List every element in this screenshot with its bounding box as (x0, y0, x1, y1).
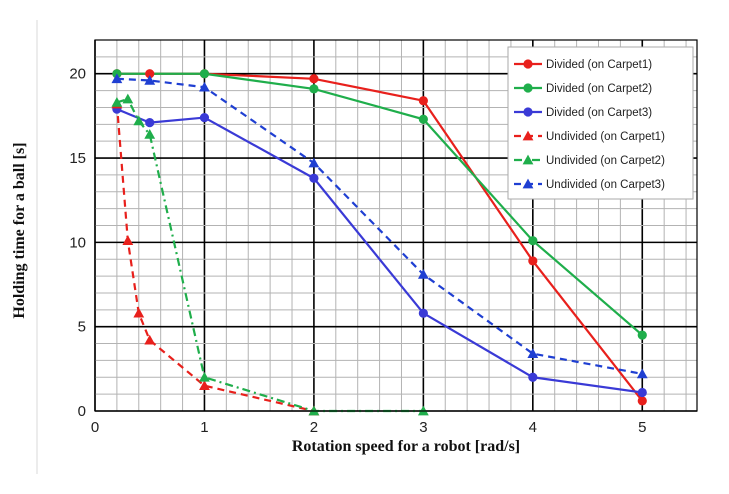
legend-box (507, 46, 694, 200)
y-axis-tick-labels: 0 5 10 15 20 (69, 66, 86, 420)
data-point-series-2 (309, 84, 319, 94)
data-point-series-4 (199, 380, 210, 391)
data-point-series-3 (145, 118, 155, 128)
data-point-series-5 (199, 371, 210, 382)
x-tick-label: 5 (638, 419, 646, 436)
data-point-series-1 (418, 96, 428, 106)
data-point-series-1 (637, 396, 647, 406)
data-point-series-2 (418, 114, 428, 124)
legend-entry: Divided (on Carpet2) (546, 83, 652, 95)
data-point-series-6 (111, 73, 123, 84)
data-point-series-1 (145, 69, 155, 79)
data-point-series-3 (199, 112, 210, 123)
data-point-series-5 (133, 115, 145, 126)
legend-marker (522, 154, 534, 165)
y-tick-label: 5 (78, 319, 86, 336)
x-axis-tick-labels: 0 1 2 3 4 5 (91, 419, 647, 436)
y-tick-label: 0 (78, 403, 86, 420)
data-point-series-2 (199, 69, 210, 79)
legend-entry: Divided (on Carpet3) (546, 107, 652, 119)
data-point-series-6 (308, 157, 320, 168)
legend-entry: Undivided (on Carpet1) (546, 131, 665, 143)
y-tick-label: 20 (69, 66, 86, 83)
legend-marker (523, 83, 533, 93)
legend-entry: Undivided (on Carpet3) (546, 179, 665, 191)
data-point-series-6 (636, 368, 648, 379)
y-tick-label: 10 (69, 234, 86, 251)
plot-frame (94, 39, 698, 412)
y-tick-label: 15 (69, 150, 86, 167)
data-point-series-6 (417, 269, 429, 279)
data-point-series-4 (122, 235, 134, 245)
x-tick-label: 3 (419, 419, 427, 436)
data-point-series-1 (528, 256, 538, 266)
data-point-series-3 (309, 173, 319, 183)
y-axis-label: Holding time for a ball [s] (11, 142, 28, 318)
data-point-series-6 (144, 75, 156, 85)
data-point-series-1 (309, 74, 319, 84)
data-point-series-5 (111, 96, 123, 107)
series-line-4 (115, 103, 315, 413)
data-point-series-3 (528, 372, 538, 382)
legend-marker (523, 107, 533, 117)
legend-marker (522, 130, 534, 141)
data-point-series-4 (144, 334, 156, 345)
data-point-series-2 (528, 236, 538, 246)
data-point-series-5 (122, 93, 134, 104)
data-point-series-3 (418, 308, 428, 318)
data-point-series-5 (144, 129, 156, 139)
legend-entry: Undivided (on Carpet2) (546, 155, 665, 167)
data-point-series-6 (199, 81, 210, 92)
legend: Divided (on Carpet1) Divided (on Carpet2)… (507, 46, 694, 200)
x-tick-label: 1 (200, 419, 208, 436)
x-tick-label: 2 (310, 419, 318, 436)
data-point-series-6 (527, 348, 539, 358)
x-axis-label: Rotation speed for a robot [rad/s] (292, 438, 520, 455)
x-tick-label: 0 (91, 419, 99, 436)
series-line-2 (116, 72, 643, 336)
legend-entry: Divided (on Carpet1) (546, 59, 652, 71)
data-point-series-2 (637, 330, 647, 340)
x-tick-label: 4 (529, 419, 537, 436)
legend-marker (522, 178, 534, 189)
data-point-series-4 (133, 307, 145, 318)
legend-marker (523, 59, 533, 69)
data-point-series-3 (637, 387, 647, 398)
